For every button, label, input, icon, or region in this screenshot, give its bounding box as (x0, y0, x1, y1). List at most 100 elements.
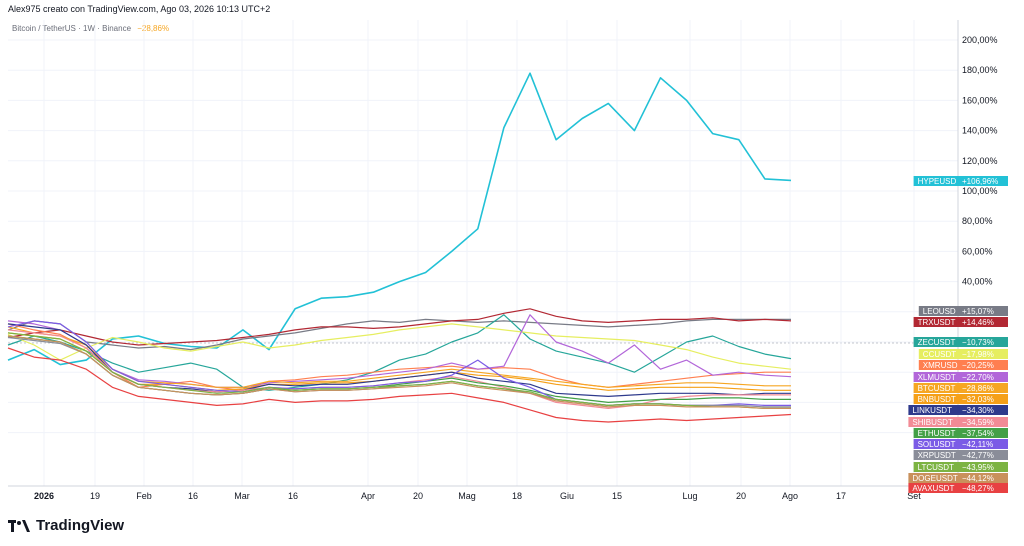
tradingview-logo-icon (8, 519, 30, 532)
series-line-hypeusd (7, 72, 792, 366)
legend-item-ccusdt: CCUSDT −17,98% (918, 349, 1008, 359)
legend-value-box (958, 428, 1008, 438)
legend-name: SHIBUSDT (912, 418, 953, 427)
legend-name-box (913, 462, 958, 472)
legend-name: SOLUSDT (918, 440, 956, 449)
legend-name-box (913, 439, 958, 449)
legend-value-box (958, 349, 1008, 359)
x-tick-label: 16 (188, 491, 198, 501)
legend-item-linkusdt: LINKUSDT −34,30% (908, 405, 1008, 415)
legend-item-leousd: LEOUSD +15,07% (918, 306, 1008, 316)
legend-item-dogeusdt: DOGEUSDT −44,12% (908, 473, 1008, 483)
legend-value-box (958, 360, 1008, 370)
legend-name: TRXUSDT (918, 318, 956, 327)
x-tick-label: 2026 (34, 491, 54, 501)
legend-name-box (918, 360, 958, 370)
legend-value: −34,30% (962, 406, 994, 415)
y-tick-label: 140,00% (962, 126, 998, 136)
legend-item-xmrusd: XMRUSD −20,25% (918, 360, 1008, 370)
tradingview-logo[interactable]: TradingView (8, 517, 124, 534)
legend-name-box (913, 428, 958, 438)
x-tick-label: 20 (413, 491, 423, 501)
legend-name-box (908, 473, 958, 483)
price-axis: 40,00% 60,00% 80,00% 100,00% 120,00% 140,00% 1… (957, 20, 998, 486)
x-tick-label: Lug (682, 491, 697, 501)
legend-item-bnbusdt: BNBUSDT −32,03% (913, 394, 1008, 404)
legend-name-box (913, 337, 958, 347)
legend-name-box (913, 317, 958, 327)
legend-name: LTCUSDT (918, 463, 954, 472)
legend-name: DOGEUSDT (912, 474, 957, 483)
legend-name-box (913, 372, 958, 382)
legend-value-box (958, 439, 1008, 449)
legend-value-box (958, 417, 1008, 427)
y-tick-label: 120,00% (962, 156, 998, 166)
series-line-leousd (7, 318, 791, 351)
legend-value: −44,12% (962, 474, 994, 483)
legend-name: ETHUSDT (918, 429, 956, 438)
legend-value-box (958, 317, 1008, 327)
legend-value-box (958, 176, 1008, 186)
legend-item-trxusdt: TRXUSDT +14,46% (913, 317, 1008, 327)
legend-value: −43,95% (962, 463, 994, 472)
legend-value-box (958, 306, 1008, 316)
legend-name-box (913, 394, 958, 404)
legend-name-box (908, 417, 958, 427)
y-tick-label: 160,00% (962, 95, 998, 105)
legend-value: +14,46% (962, 318, 994, 327)
symbol-change: −28,86% (137, 24, 170, 33)
legend-value: +15,07% (962, 307, 994, 316)
brand-name: TradingView (36, 517, 125, 534)
x-tick-label: Feb (136, 491, 152, 501)
legend-item-avaxusdt: AVAXUSDT −48,27% (908, 483, 1008, 493)
legend-name: XLMUSDT (918, 373, 956, 382)
legend-item-xlmusdt: XLMUSDT −22,70% (913, 372, 1008, 382)
x-tick-label: Set (907, 491, 921, 501)
legend-item-btcusdt: BTCUSDT −28,86% (913, 383, 1008, 393)
legend-value-box (958, 483, 1008, 493)
legend-name: XMRUSD (923, 361, 958, 370)
x-tick-label: 18 (512, 491, 522, 501)
legend-name-box (918, 349, 958, 359)
legend-name-box (913, 450, 958, 460)
x-tick-label: Apr (361, 491, 375, 501)
legend-name: CCUSDT (923, 350, 956, 359)
legend-value: −32,03% (962, 395, 994, 404)
series-lines (7, 72, 792, 423)
y-tick-label: 200,00% (962, 35, 998, 45)
legend-name: LINKUSDT (912, 406, 952, 415)
legend-name-box (913, 383, 958, 393)
legend-name: LEOUSD (923, 307, 956, 316)
legend-name: BTCUSDT (918, 384, 956, 393)
series-legend: HYPEUSD +106,96% LEOUSD +15,07% TRXUSDT +14,4… (908, 176, 1008, 493)
legend-value-box (958, 383, 1008, 393)
y-tick-label: 40,00% (962, 277, 993, 287)
time-axis: 2026 19 Feb 16 Mar 16 Apr 20 Mag 18 Giu 15 Lug 20 Ago 1… (8, 485, 958, 501)
legend-name-box (908, 405, 958, 415)
series-line-ccusdt (7, 323, 792, 370)
legend-value: −10,73% (962, 338, 994, 347)
legend-value-box (958, 372, 1008, 382)
symbol-info[interactable]: Bitcoin / TetherUS · 1W · Binance −28,86… (12, 24, 169, 33)
symbol-name: Bitcoin / TetherUS · 1W · Binance (12, 24, 132, 33)
legend-name: ZECUSDT (918, 338, 956, 347)
y-tick-label: 180,00% (962, 65, 998, 75)
legend-value-box (958, 462, 1008, 472)
legend-value: −28,86% (962, 384, 994, 393)
x-tick-label: Mag (458, 491, 476, 501)
chart-grid (8, 20, 958, 486)
x-tick-label: 15 (612, 491, 622, 501)
series-line-avaxusdt (7, 347, 792, 423)
legend-name: BNBUSDT (918, 395, 956, 404)
x-tick-label: Giu (560, 491, 574, 501)
legend-value: −42,11% (962, 440, 993, 449)
x-tick-label: 19 (90, 491, 100, 501)
series-line-trxusdt (7, 308, 792, 346)
y-tick-label: 80,00% (962, 216, 993, 226)
legend-item-ltcusdt: LTCUSDT −43,95% (913, 462, 1008, 472)
legend-name: AVAXUSDT (912, 484, 954, 493)
x-tick-label: Ago (782, 491, 798, 501)
legend-value: +106,96% (962, 177, 998, 186)
legend-value-box (958, 405, 1008, 415)
